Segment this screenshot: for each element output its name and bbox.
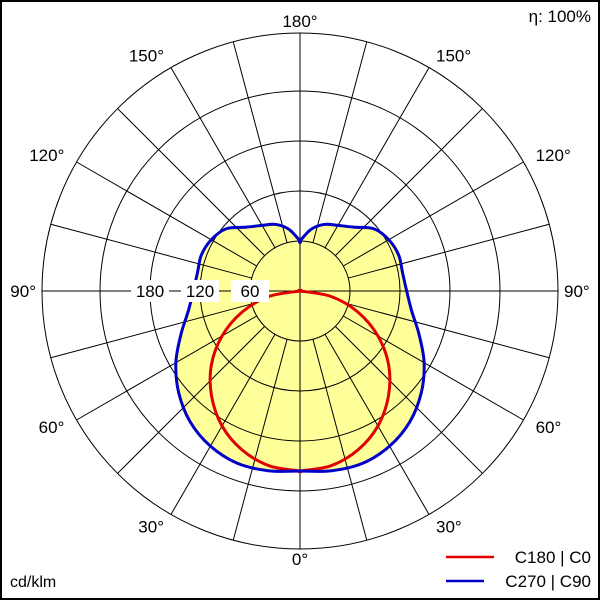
angle-label-top-180: 180°	[282, 12, 317, 31]
angle-label-bg	[126, 46, 166, 66]
legend-label-c180-c0: C180 | C0	[515, 548, 591, 567]
grid-spoke-60	[343, 315, 524, 421]
grid-spoke-135	[335, 108, 483, 256]
angle-label-bg	[36, 418, 67, 437]
angle-label-bg	[562, 282, 592, 301]
angle-label-right-30: 30°	[436, 518, 462, 537]
grid-spoke-210	[170, 67, 276, 248]
grid-spoke-345	[232, 339, 288, 541]
grid-spoke-150	[324, 67, 430, 248]
radial-tick-bg-120	[181, 280, 219, 302]
angle-label-left-30: 30°	[138, 518, 164, 537]
angle-label-bg	[533, 146, 573, 165]
grid-spoke-315	[117, 326, 265, 474]
legend: C180 | C0 C270 | C90	[446, 548, 591, 591]
radial-tick-label-60: 60	[241, 282, 260, 301]
angle-label-bg	[27, 146, 67, 165]
angle-label-bg	[280, 12, 320, 31]
angle-label-left-90: 90°	[10, 282, 36, 301]
grid-spoke-285	[50, 303, 252, 359]
grid-spoke-45	[335, 326, 483, 474]
legend-label-c270-c90: C270 | C90	[505, 572, 591, 591]
angle-label-right-90: 90°	[564, 282, 590, 301]
angle-label-bg	[434, 46, 474, 66]
grid-spoke-15	[312, 339, 368, 541]
grid-spoke-225	[117, 108, 265, 256]
grid-spoke-195	[232, 41, 288, 243]
angle-label-right-120: 120°	[536, 146, 571, 165]
angle-label-right-60: 60°	[536, 418, 562, 437]
angle-label-bg	[533, 418, 564, 437]
grid-spoke-330	[170, 334, 276, 515]
grid-spoke-255	[50, 223, 252, 279]
grid-spoke-75	[348, 303, 550, 359]
radial-tick-bg-60	[231, 280, 269, 302]
radial-tick-label-180: 180	[136, 282, 164, 301]
grid-spoke-105	[348, 223, 550, 279]
grid-spoke-30	[324, 334, 430, 515]
angle-label-right-150: 150°	[436, 46, 471, 65]
series-layer	[174, 222, 426, 474]
angle-label-left-120: 120°	[29, 146, 64, 165]
angle-label-left-60: 60°	[39, 418, 65, 437]
series-line-2	[174, 222, 426, 473]
angle-label-left-150: 150°	[129, 46, 164, 65]
angle-label-bg	[289, 550, 311, 569]
angle-label-bg	[434, 517, 464, 537]
angle-label-bg	[8, 282, 38, 301]
unit-label: cd/klm	[10, 574, 56, 591]
angle-label-bottom-0: 0°	[292, 550, 308, 569]
label-layer: 60 120 180 180° 150° 150° 120° 120° 90° 90° 60° 60°…	[8, 12, 592, 569]
efficiency-label: η: 100%	[529, 7, 591, 26]
grid-spoke-240	[76, 161, 257, 267]
angle-label-bg	[136, 517, 166, 537]
grid-spoke-165	[312, 41, 368, 243]
radial-tick-bg-180	[131, 280, 169, 302]
grid-spoke-120	[343, 161, 524, 267]
grid-spoke-300	[76, 315, 257, 421]
radial-tick-label-120: 120	[186, 282, 214, 301]
